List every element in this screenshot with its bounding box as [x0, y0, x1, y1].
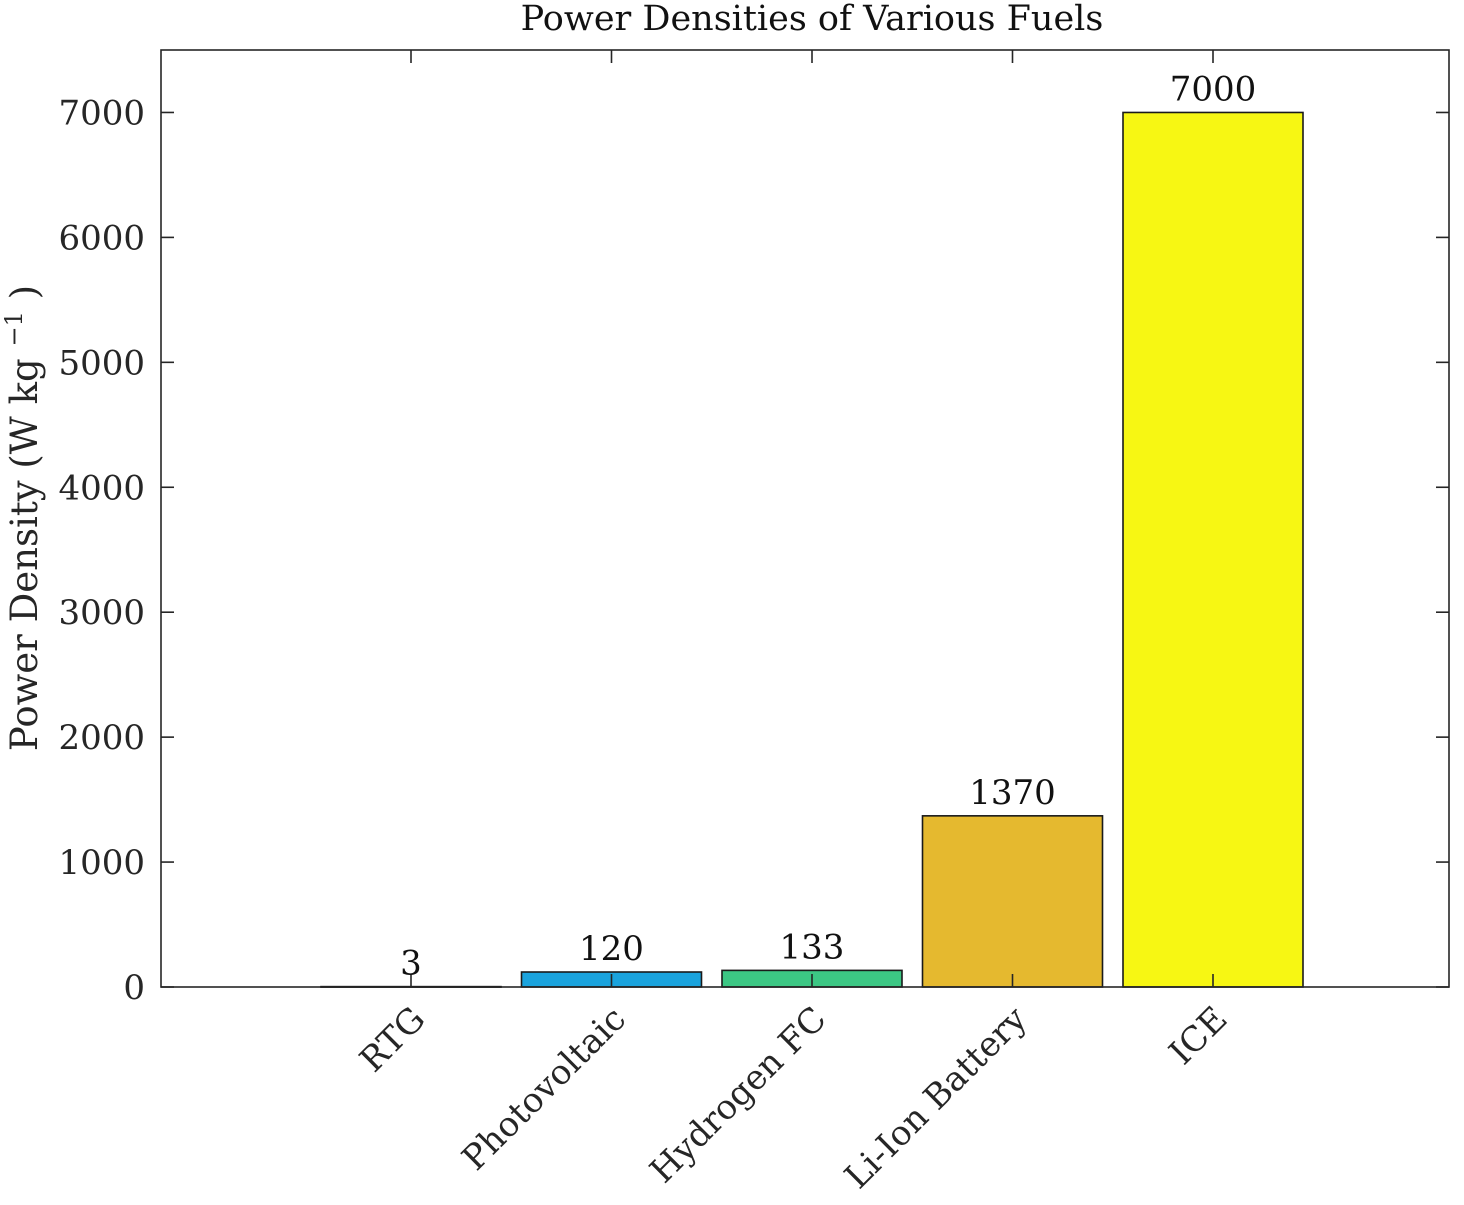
data-label-hydrogen-fc: 133 — [780, 927, 845, 967]
y-tick-label: 1000 — [58, 843, 145, 883]
y-tick-label: 4000 — [58, 468, 145, 508]
x-tick-label: RTG — [352, 999, 433, 1080]
y-tick-label: 0 — [123, 968, 145, 1008]
y-tick-label: 3000 — [58, 593, 145, 633]
data-label-li-ion-battery: 1370 — [969, 773, 1056, 813]
y-tick-label: 2000 — [58, 718, 145, 758]
x-tick-label: Li-Ion Battery — [837, 999, 1035, 1197]
y-tick-labels: 0 1000 2000 3000 4000 5000 6000 7000 — [58, 93, 145, 1008]
y-tick-label: 7000 — [58, 93, 145, 133]
y-axis-title: Power Density (W kg −1 ) — [0, 285, 46, 751]
y-axis-title-main: Power Density (W kg — [3, 358, 46, 751]
y-axis-title-close: ) — [3, 285, 46, 299]
chart-title: Power Densities of Various Fuels — [521, 0, 1104, 39]
ticks-layer — [161, 50, 1449, 988]
y-tick-label: 6000 — [58, 218, 145, 258]
x-tick-label: ICE — [1162, 999, 1236, 1073]
x-tick-labels: RTG Photovoltaic Hydrogen FC Li-Ion Battery… — [352, 999, 1235, 1197]
data-label-photovoltaic: 120 — [579, 929, 644, 969]
y-axis-title-exponent: −1 — [0, 311, 28, 346]
bar-li-ion-battery — [921, 815, 1104, 988]
y-tick-label: 5000 — [58, 343, 145, 383]
data-labels: 3 120 133 1370 7000 — [400, 69, 1256, 983]
data-label-ice: 7000 — [1170, 69, 1257, 109]
bars-layer — [320, 111, 1304, 988]
x-tick-label: Hydrogen FC — [642, 999, 834, 1191]
plot-frame — [160, 49, 1450, 988]
data-label-rtg: 3 — [400, 944, 422, 984]
x-tick-label: Photovoltaic — [454, 999, 633, 1178]
bar-ice — [1122, 111, 1304, 988]
